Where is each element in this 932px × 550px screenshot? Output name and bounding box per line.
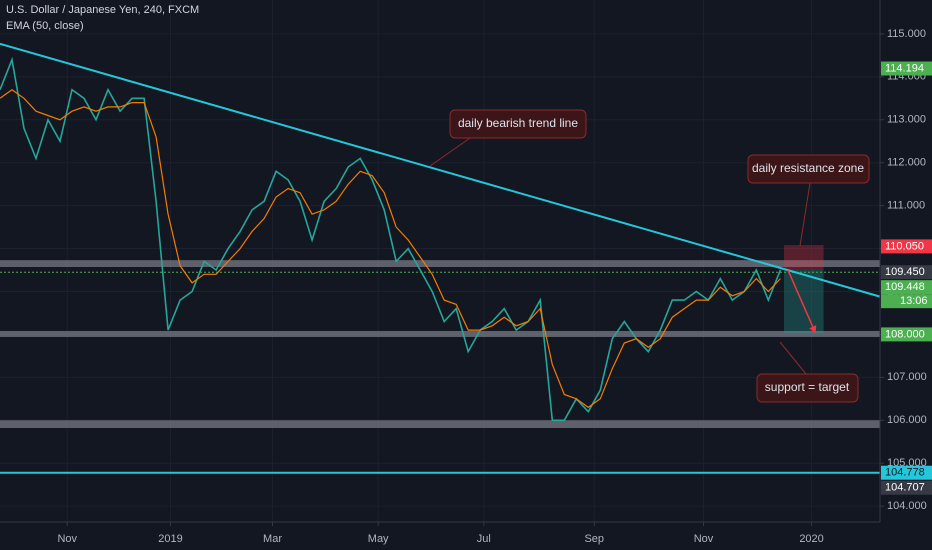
y-tick-label: 115.000 (887, 28, 926, 40)
zone (0, 260, 880, 268)
price-label-bg (881, 239, 932, 254)
y-tick-label: 113.000 (887, 114, 926, 126)
y-tick-label: 106.000 (887, 414, 927, 426)
annotation: daily resistance zone (747, 154, 870, 247)
price-label: 108.000 (885, 328, 925, 340)
y-tick-label: 111.000 (887, 200, 925, 212)
y-tick-label: 104.000 (887, 500, 927, 512)
annotation-pointer (779, 341, 807, 375)
annotation-pointer (799, 182, 811, 247)
stop-zone (783, 245, 824, 271)
countdown: 13:06 (900, 295, 928, 307)
x-tick-label: Nov (57, 533, 77, 545)
price-label: 109.448 (885, 281, 925, 293)
annotation: daily bearish trend line (429, 109, 587, 167)
target-zone (783, 270, 824, 334)
ema-line (0, 88, 781, 409)
price-label-bg (881, 61, 932, 76)
price-label: 114.194 (885, 62, 924, 74)
x-tick-label: 2020 (799, 533, 823, 545)
price-label: 110.050 (885, 240, 924, 252)
trade-arrow (787, 269, 817, 334)
annotation-text: daily resistance zone (752, 161, 864, 175)
annotation-box (747, 154, 870, 184)
x-tick-label: 2019 (158, 533, 182, 545)
price-label-bg (881, 280, 932, 295)
x-tick-label: Jul (477, 533, 491, 545)
countdown-bg (881, 294, 932, 309)
price-label: 104.778 (885, 467, 925, 479)
plot-area (0, 0, 881, 522)
price-axis: 104.000105.000106.000107.000108.000109.0… (57, 28, 932, 545)
y-tick-label: 112.000 (887, 157, 926, 169)
price-line (0, 56, 782, 422)
y-tick-label: 107.000 (887, 371, 927, 383)
annotation-box (756, 373, 859, 403)
annotation-pointer (429, 137, 471, 167)
zone (0, 420, 880, 428)
indicator-label: EMA (50, close) (6, 20, 84, 32)
trend-line (0, 42, 881, 298)
x-tick-label: May (368, 533, 389, 545)
x-tick-label: Nov (694, 533, 714, 545)
x-tick-label: Sep (584, 533, 604, 545)
price-label-bg (881, 480, 932, 495)
annotation-box (449, 109, 587, 139)
price-label-bg (881, 465, 932, 480)
annotation-text: support = target (765, 380, 850, 394)
arrow-head (809, 325, 817, 334)
chart-title: U.S. Dollar / Japanese Yen, 240, FXCM (6, 4, 199, 16)
price-label-bg (881, 327, 932, 342)
annotation: support = target (756, 341, 859, 403)
price-label: 104.707 (885, 482, 925, 494)
price-label: 109.450 (885, 266, 925, 278)
annotation-text: daily bearish trend line (458, 116, 578, 130)
zone (0, 330, 880, 337)
x-tick-label: Mar (263, 533, 282, 545)
price-label-bg (881, 265, 932, 280)
